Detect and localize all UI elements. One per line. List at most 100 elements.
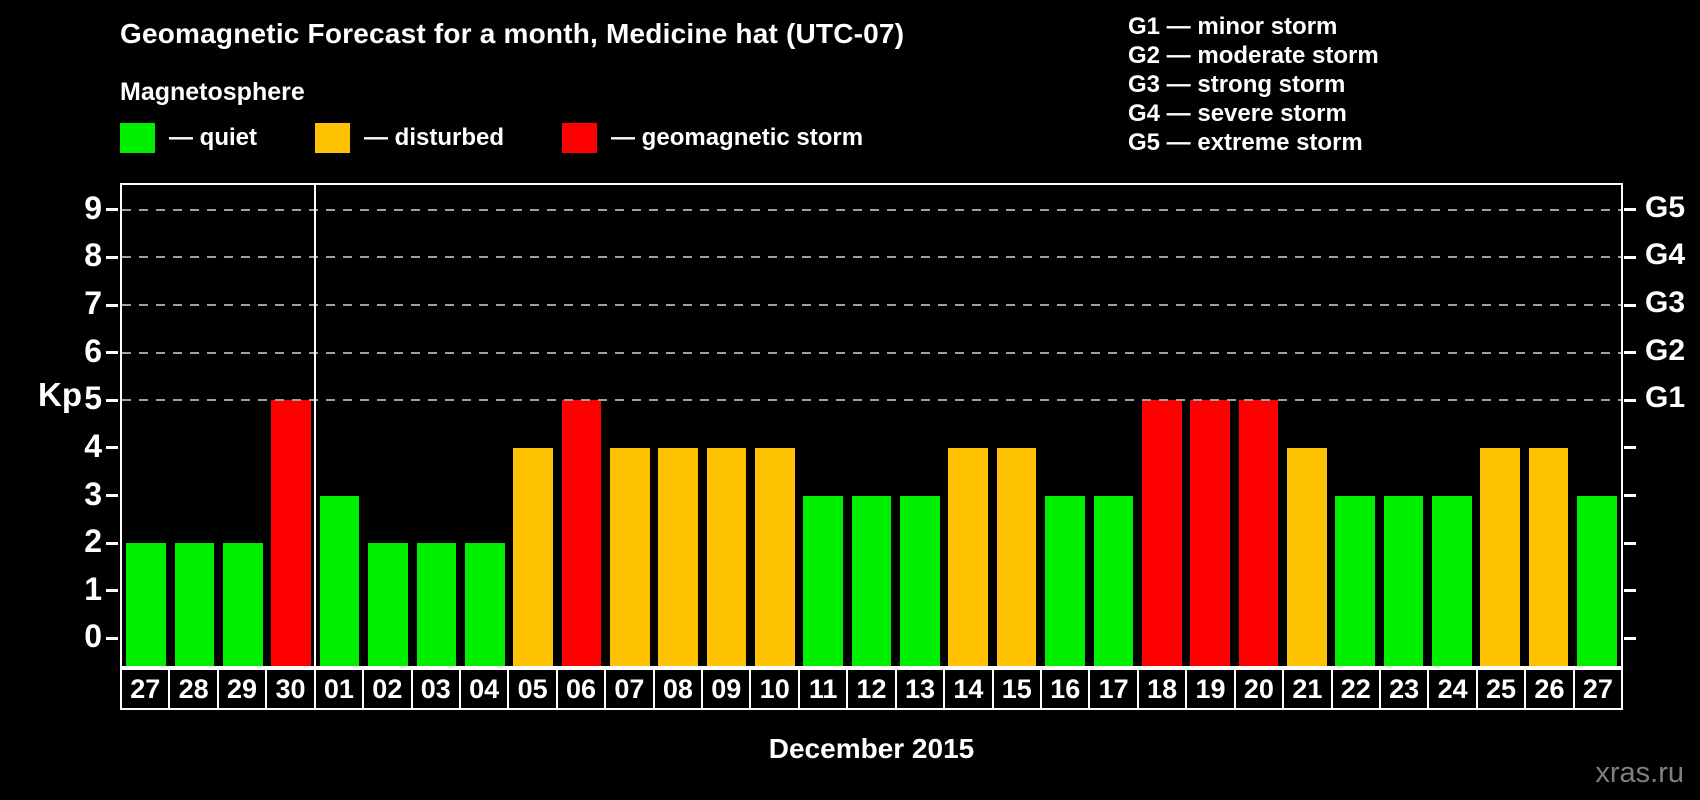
- g-legend-line: G1 — minor storm: [1128, 13, 1338, 40]
- kp-bar: [416, 543, 457, 666]
- kp-bar: [1141, 400, 1182, 666]
- kp-bar: [368, 543, 408, 666]
- day-label: 29: [216, 668, 268, 710]
- bar-column-day-20: [1234, 185, 1282, 666]
- bar-column-day-06: [557, 185, 605, 666]
- day-label: 12: [846, 668, 897, 710]
- gridline-kp-6: [122, 351, 1621, 354]
- legend-item-disturbed: — disturbed: [315, 123, 504, 153]
- y-axis-tick-left: [106, 446, 118, 450]
- g-legend-line: G2 — moderate storm: [1128, 42, 1379, 69]
- bar-column-day-27: [122, 185, 170, 666]
- g-legend-line: G5 — extreme storm: [1128, 129, 1363, 156]
- kp-bar: [1238, 400, 1279, 666]
- gridline-kp-7: [122, 304, 1621, 306]
- bar-column-day-01: [315, 185, 363, 666]
- kp-bar: [658, 447, 698, 666]
- gridline-kp-9: [122, 208, 1621, 211]
- bar-column-day-25: [1476, 185, 1524, 666]
- y-axis-label-4: 4: [84, 427, 102, 464]
- y-axis-tick-right: [1624, 589, 1636, 593]
- y-axis-tick-left: [106, 398, 118, 402]
- y-axis-label-2: 2: [84, 523, 102, 560]
- kp-bar: [1577, 495, 1617, 666]
- disturbed-swatch: [315, 123, 350, 153]
- y-axis-label-5: 5: [84, 380, 102, 417]
- bar-column-day-13: [896, 185, 944, 666]
- day-label: 30: [265, 668, 316, 710]
- bar-column-day-29: [219, 185, 267, 666]
- legend-item-storm: — geomagnetic storm: [562, 123, 863, 153]
- right-axis-label-g2: G2: [1645, 333, 1686, 367]
- day-label: 23: [1378, 668, 1430, 710]
- y-axis-label-9: 9: [84, 189, 102, 226]
- day-label: 03: [410, 668, 461, 710]
- y-axis-label-1: 1: [84, 570, 102, 607]
- kp-bar: [609, 447, 650, 666]
- bar-column-day-24: [1428, 185, 1476, 666]
- y-axis-tick-left: [106, 589, 118, 593]
- chart-title: Geomagnetic Forecast for a month, Medici…: [120, 18, 905, 49]
- y-axis-label-6: 6: [84, 332, 102, 369]
- kp-bar: [464, 543, 505, 666]
- y-axis-tick-left: [106, 208, 118, 212]
- day-label: 11: [797, 668, 849, 710]
- kp-bar: [271, 400, 312, 666]
- kp-bar: [948, 447, 989, 666]
- bar-column-day-05: [509, 185, 557, 666]
- kp-bar: [706, 447, 747, 666]
- y-axis-label-8: 8: [84, 237, 102, 274]
- kp-bar: [1432, 495, 1472, 666]
- y-axis-tick-left: [106, 303, 118, 307]
- month-separator-line: [314, 185, 317, 666]
- kp-bar: [126, 543, 166, 666]
- day-label: 28: [168, 668, 219, 710]
- right-axis-label-g1: G1: [1645, 381, 1686, 415]
- day-label: 14: [943, 668, 994, 710]
- day-label: 13: [894, 668, 946, 710]
- kp-bar: [755, 447, 795, 666]
- day-label: 15: [991, 668, 1043, 710]
- bar-column-day-09: [702, 185, 750, 666]
- bar-column-day-12: [847, 185, 895, 666]
- bar-column-day-14: [944, 185, 992, 666]
- bar-column-day-26: [1524, 185, 1572, 666]
- y-axis-tick-right: [1624, 208, 1636, 212]
- bar-column-day-22: [1331, 185, 1379, 666]
- day-label: 24: [1427, 668, 1478, 710]
- kp-bar: [851, 495, 892, 666]
- day-label: 27: [120, 668, 171, 710]
- kp-bar: [1383, 495, 1424, 666]
- kp-bar: [803, 495, 844, 666]
- bar-column-day-10: [751, 185, 799, 666]
- day-label: 22: [1330, 668, 1381, 710]
- g-scale-legend: G1 — minor storm G2 — moderate storm G3 — …: [1128, 12, 1379, 157]
- x-axis-day-labels: 27 28 29 30 01 02 03 04 05 06 07 08 09 10 11 12 13 14 15 16…: [120, 668, 1624, 710]
- quiet-swatch: [120, 123, 155, 153]
- bars-container: [122, 185, 1621, 666]
- bar-column-day-18: [1138, 185, 1186, 666]
- legend-item-label: — disturbed: [364, 124, 505, 151]
- bar-column-day-07: [606, 185, 654, 666]
- bar-column-day-30: [267, 185, 315, 666]
- y-axis-tick-left: [106, 255, 118, 259]
- day-label: 10: [749, 668, 800, 710]
- g-legend-line: G3 — strong storm: [1128, 71, 1346, 98]
- y-axis-tick-left: [106, 351, 118, 355]
- day-label: 05: [507, 668, 558, 710]
- y-axis-tick-left: [106, 494, 118, 497]
- bar-column-day-21: [1283, 185, 1331, 666]
- bar-column-day-19: [1186, 185, 1234, 666]
- day-label: 06: [555, 668, 607, 710]
- bar-column-day-11: [799, 185, 847, 666]
- status-legend: — quiet — disturbed — geomagnetic storm: [120, 121, 921, 155]
- day-label: 09: [701, 668, 752, 710]
- legend-item-label: — geomagnetic storm: [611, 124, 864, 151]
- y-axis-tick-right: [1624, 446, 1636, 450]
- kp-bar: [561, 400, 602, 666]
- day-label: 27: [1572, 668, 1624, 710]
- y-axis-tick-right: [1624, 494, 1636, 497]
- kp-bar: [1335, 495, 1375, 666]
- kp-bar: [1093, 495, 1134, 666]
- plot-area: [120, 183, 1623, 668]
